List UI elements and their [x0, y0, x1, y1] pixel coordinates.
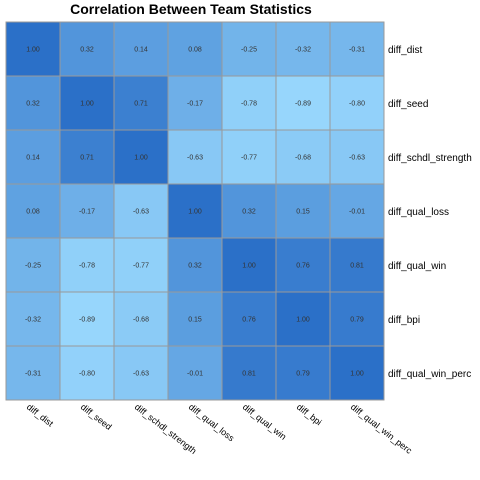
heatmap-cells: 1.00 0.32 0.14 0.08 -0.25 -0.32 -0.31 0.32 1.00 0… [5, 21, 385, 401]
cell-value-label: 0.79 [296, 371, 310, 378]
cell-value-label: 0.81 [350, 263, 364, 270]
heatmap-cell [5, 21, 61, 77]
cell-value-label: 0.15 [296, 209, 310, 216]
row-label: diff_bpi [388, 315, 420, 326]
heatmap-cell [5, 183, 61, 239]
heatmap-cell [167, 291, 223, 347]
heatmap-cell [221, 345, 277, 401]
cell-value-label: -0.25 [25, 263, 41, 270]
cell-value-label: -0.31 [25, 371, 41, 378]
heatmap-cell [329, 345, 385, 401]
column-label: diff_seed [79, 402, 114, 432]
heatmap-cell [5, 237, 61, 293]
cell-value-label: 0.32 [242, 209, 256, 216]
column-labels: diff_dist diff_seed diff_schdl_strengthdif… [25, 402, 415, 456]
cell-value-label: -0.31 [349, 47, 365, 54]
column-label: diff_qual_win_perc [349, 402, 415, 456]
heatmap-cell [329, 291, 385, 347]
heatmap-cell [113, 345, 169, 401]
cell-value-label: -0.25 [241, 47, 257, 54]
cell-value-label: 1.00 [26, 47, 40, 54]
row-label: diff_qual_win [388, 261, 446, 272]
row-label: diff_qual_win_perc [388, 369, 471, 380]
cell-value-label: 0.79 [350, 317, 364, 324]
heatmap-cell [113, 129, 169, 185]
cell-value-label: -0.78 [79, 263, 95, 270]
cell-value-label: -0.77 [133, 263, 149, 270]
cell-value-label: -0.63 [133, 209, 149, 216]
heatmap-cell [275, 21, 331, 77]
cell-value-label: 0.71 [134, 101, 148, 108]
cell-value-label: 0.81 [242, 371, 256, 378]
heatmap-cell [59, 183, 115, 239]
cell-value-label: 0.08 [188, 47, 202, 54]
heatmap-cell [275, 129, 331, 185]
cell-value-label: -0.78 [241, 101, 257, 108]
column-label: diff_qual_loss [187, 402, 237, 444]
column-label: diff_dist [25, 402, 56, 429]
heatmap-cell [167, 129, 223, 185]
cell-value-label: 1.00 [242, 263, 256, 270]
column-label: diff_bpi [295, 402, 324, 428]
heatmap-cell [329, 183, 385, 239]
cell-value-label: 0.32 [80, 47, 94, 54]
row-labels: diff_dist diff_seed diff_schdl_strengthdif… [388, 45, 472, 380]
heatmap-cell [5, 75, 61, 131]
cell-value-label: 1.00 [296, 317, 310, 324]
row-label: diff_schdl_strength [388, 153, 472, 164]
heatmap-cell [5, 345, 61, 401]
cell-value-label: -0.68 [133, 317, 149, 324]
heatmap-cell [59, 291, 115, 347]
cell-value-label: 1.00 [350, 371, 364, 378]
heatmap-cell [59, 129, 115, 185]
cell-value-label: -0.68 [295, 155, 311, 162]
cell-value-label: -0.80 [349, 101, 365, 108]
heatmap-cell [113, 237, 169, 293]
cell-value-label: 0.32 [26, 101, 40, 108]
cell-value-label: 0.15 [188, 317, 202, 324]
cell-value-label: 1.00 [80, 101, 94, 108]
heatmap-cell [113, 21, 169, 77]
heatmap-cell [167, 183, 223, 239]
cell-value-label: -0.63 [187, 155, 203, 162]
heatmap-cell [221, 291, 277, 347]
cell-value-label: 0.32 [188, 263, 202, 270]
cell-value-label: 0.76 [242, 317, 256, 324]
heatmap-cell [329, 129, 385, 185]
row-label: diff_qual_loss [388, 207, 449, 218]
cell-value-label: -0.89 [79, 317, 95, 324]
cell-value-label: -0.63 [133, 371, 149, 378]
heatmap-cell [5, 291, 61, 347]
cell-value-label: -0.77 [241, 155, 257, 162]
heatmap-cell [275, 345, 331, 401]
cell-value-label: 1.00 [188, 209, 202, 216]
cell-value-label: 1.00 [134, 155, 148, 162]
cell-value-label: -0.01 [187, 371, 203, 378]
row-label: diff_seed [388, 99, 428, 110]
heatmap-cell [329, 75, 385, 131]
heatmap-cell [221, 75, 277, 131]
cell-value-label: 0.14 [26, 155, 40, 162]
heatmap-cell [275, 183, 331, 239]
cell-value-label: -0.32 [295, 47, 311, 54]
cell-value-label: 0.71 [80, 155, 94, 162]
cell-value-label: -0.89 [295, 101, 311, 108]
cell-value-label: -0.32 [25, 317, 41, 324]
heatmap-cell [113, 75, 169, 131]
heatmap-cell [59, 21, 115, 77]
cell-value-label: -0.17 [187, 101, 203, 108]
column-label: diff_qual_win [241, 402, 288, 442]
cell-value-label: -0.17 [79, 209, 95, 216]
heatmap-cell [221, 129, 277, 185]
cell-value-label: -0.01 [349, 209, 365, 216]
chart-title: Correlation Between Team Statistics [70, 1, 312, 17]
cell-value-label: 0.08 [26, 209, 40, 216]
cell-value-label: -0.80 [79, 371, 95, 378]
heatmap-cell [167, 345, 223, 401]
cell-value-label: -0.63 [349, 155, 365, 162]
cell-value-label: 0.14 [134, 47, 148, 54]
row-label: diff_dist [388, 45, 423, 56]
cell-value-label: 0.76 [296, 263, 310, 270]
